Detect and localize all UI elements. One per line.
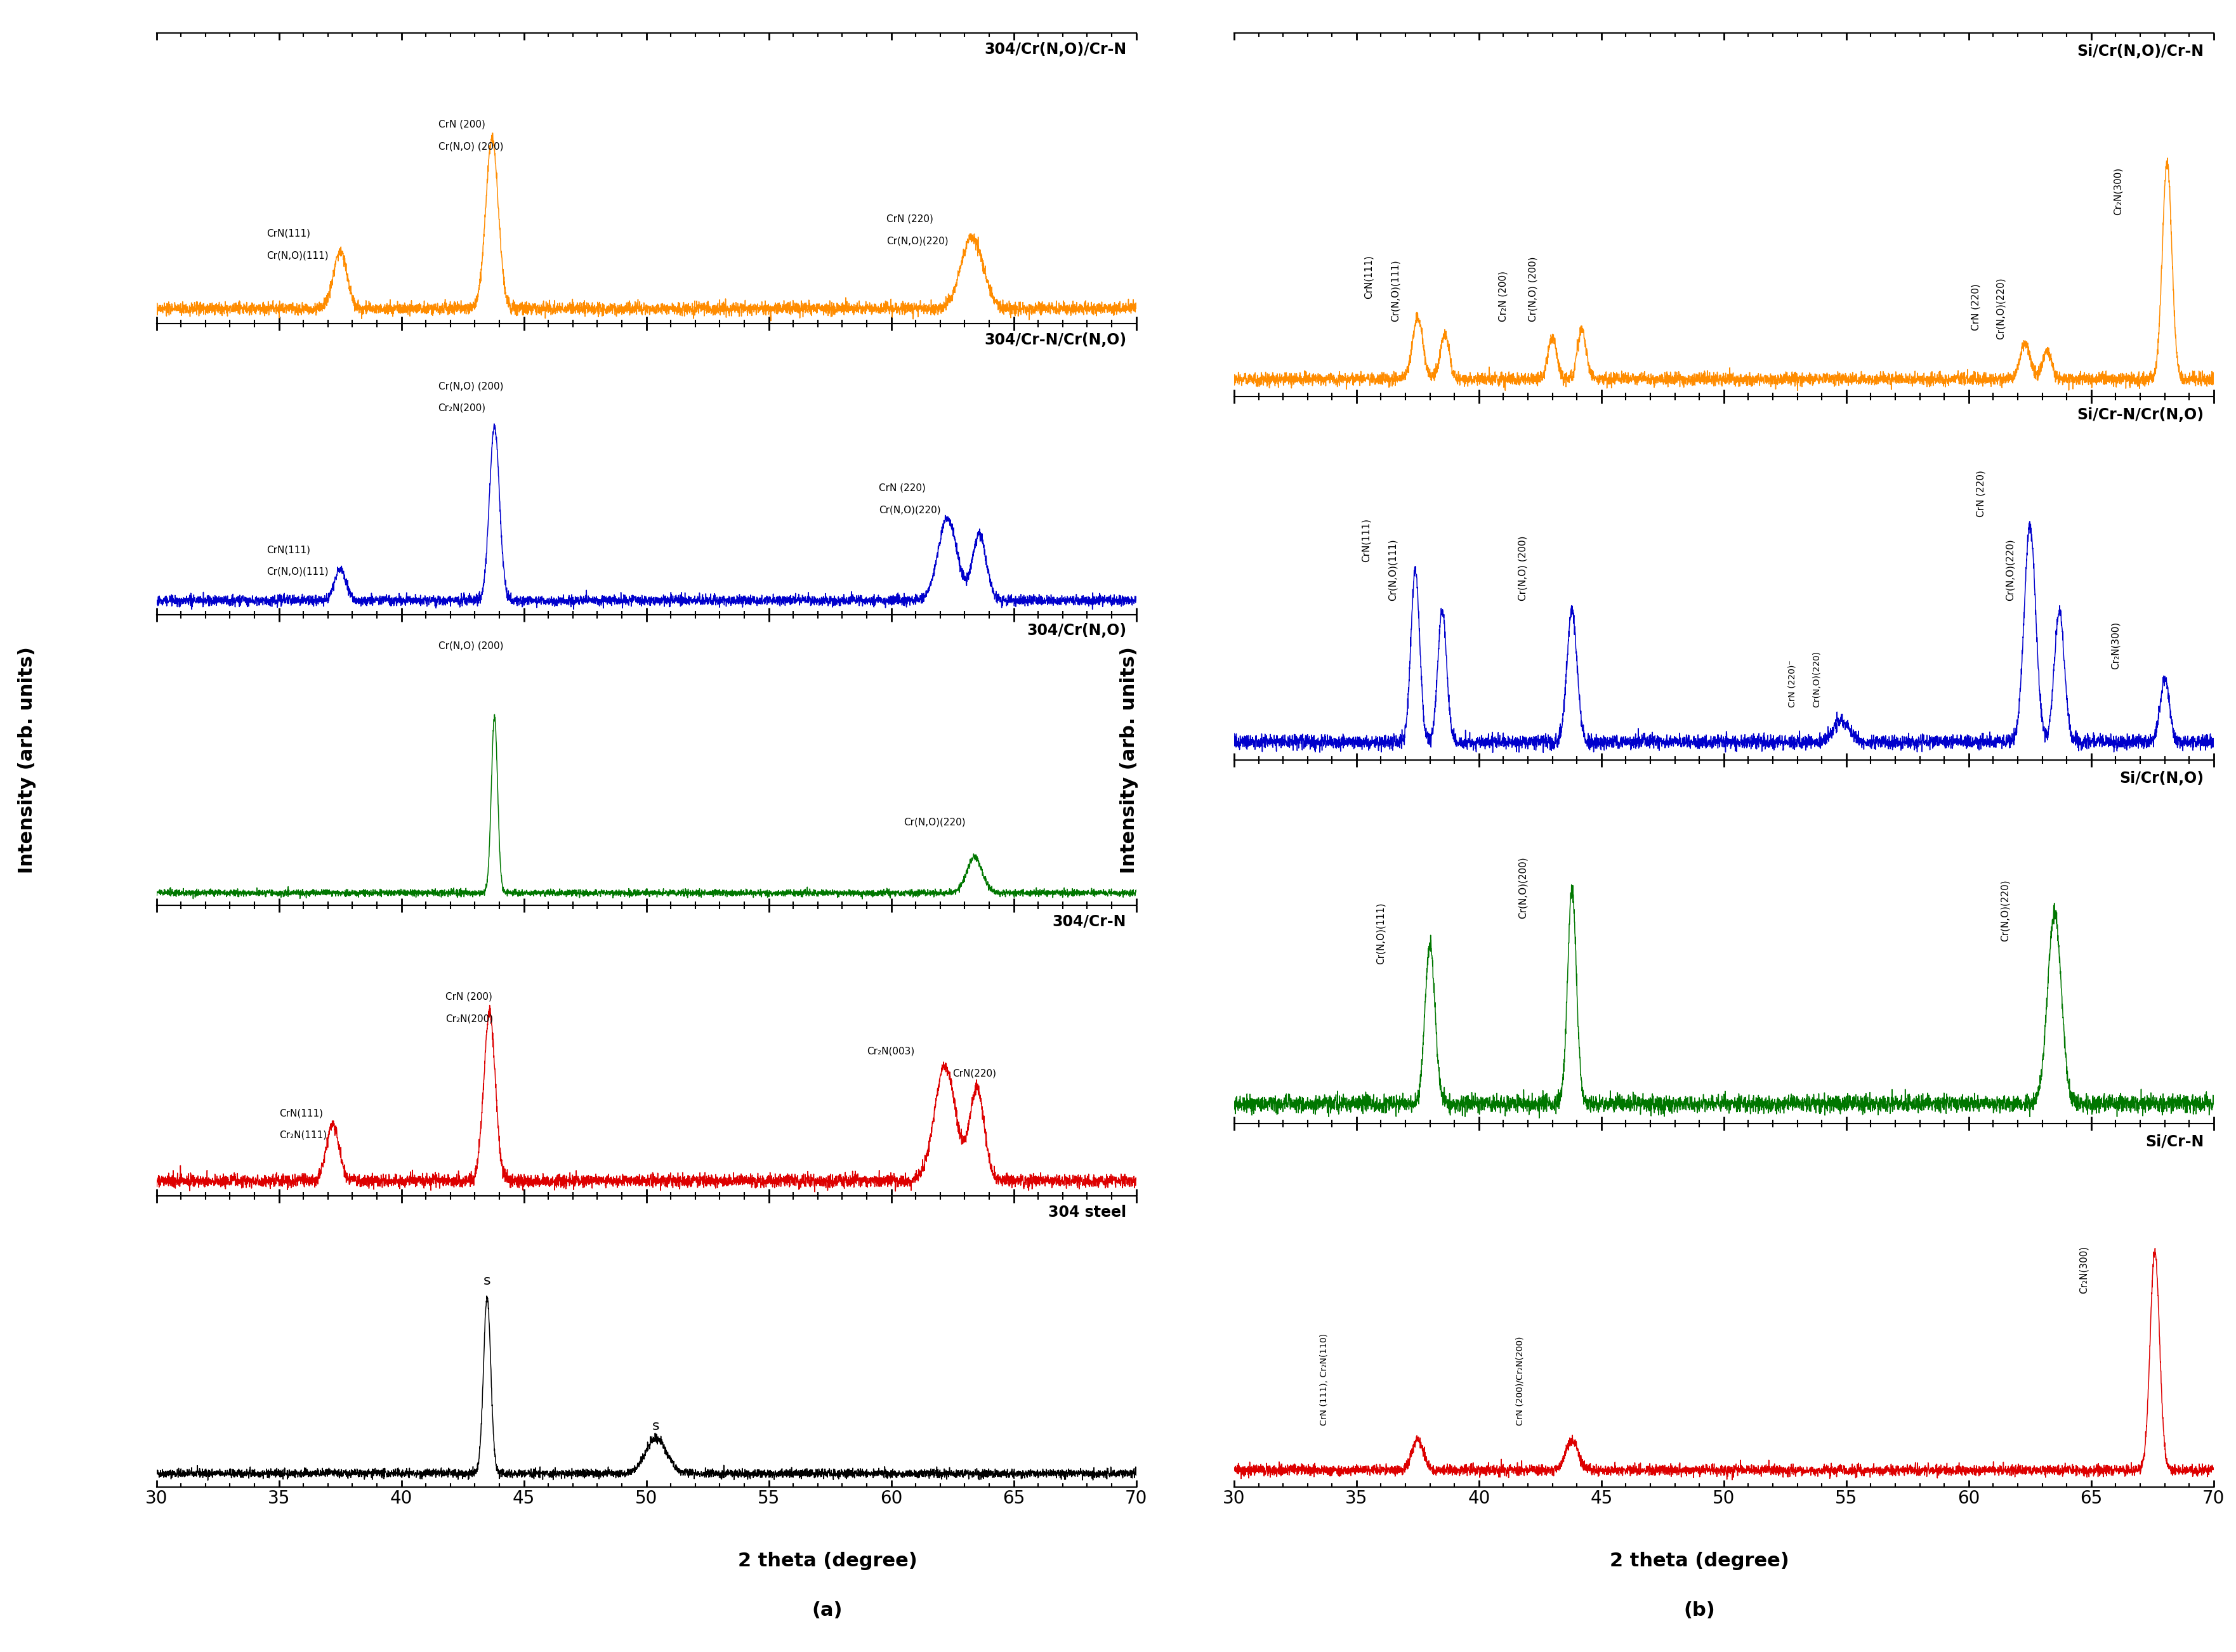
Text: CrN (200): CrN (200) [438, 121, 485, 129]
Text: CrN(111): CrN(111) [1362, 519, 1371, 562]
Text: s: s [653, 1419, 660, 1432]
Text: 304/Cr(N,O)/Cr-N: 304/Cr(N,O)/Cr-N [984, 41, 1127, 56]
Text: Intensity (arb. units): Intensity (arb. units) [1120, 646, 1138, 874]
Text: Cr₂N(300): Cr₂N(300) [2113, 167, 2122, 215]
Text: Si/Cr(N,O): Si/Cr(N,O) [2120, 771, 2205, 786]
Text: CrN(220): CrN(220) [953, 1069, 997, 1079]
Text: Cr(N,O)(220): Cr(N,O)(220) [903, 818, 966, 828]
Text: (b): (b) [1684, 1601, 1715, 1621]
Text: CrN (220): CrN (220) [1977, 471, 1986, 517]
Text: Cr(N,O)(220): Cr(N,O)(220) [1811, 651, 1820, 707]
Text: Cr(N,O) (200): Cr(N,O) (200) [438, 382, 503, 392]
Text: CrN(111): CrN(111) [266, 545, 311, 555]
Text: CrN(111): CrN(111) [280, 1108, 322, 1118]
Text: Cr(N,O)(220): Cr(N,O)(220) [2006, 539, 2015, 601]
Text: CrN(111): CrN(111) [1364, 254, 1373, 299]
Text: 304 steel: 304 steel [1049, 1204, 1127, 1219]
Text: Cr₂N (200): Cr₂N (200) [1498, 271, 1507, 322]
Text: Cr₂N(200): Cr₂N(200) [445, 1014, 494, 1024]
Text: CrN (111), Cr₂N(110): CrN (111), Cr₂N(110) [1319, 1333, 1328, 1426]
Text: 2 theta (degree): 2 theta (degree) [1610, 1551, 1789, 1571]
Text: 304/Cr(N,O): 304/Cr(N,O) [1026, 623, 1127, 638]
Text: Cr(N,O)(220): Cr(N,O)(220) [885, 236, 948, 246]
Text: Cr(N,O) (200): Cr(N,O) (200) [1518, 535, 1527, 601]
Text: Cr₂N(300): Cr₂N(300) [2079, 1246, 2088, 1294]
Text: Cr(N,O)(200): Cr(N,O)(200) [1518, 857, 1527, 919]
Text: s: s [483, 1274, 492, 1287]
Text: Cr(N,O)(111): Cr(N,O)(111) [266, 567, 329, 577]
Text: Cr(N,O)(220): Cr(N,O)(220) [2001, 881, 2010, 942]
Text: CrN (220): CrN (220) [885, 215, 932, 225]
Text: CrN (200)/Cr₂N(200): CrN (200)/Cr₂N(200) [1516, 1336, 1525, 1426]
Text: CrN (220)⁻: CrN (220)⁻ [1787, 661, 1796, 707]
Text: Cr₂N(003): Cr₂N(003) [868, 1047, 915, 1056]
Text: Cr₂N(111): Cr₂N(111) [280, 1130, 326, 1140]
Text: CrN (220): CrN (220) [1972, 284, 1981, 330]
Text: Cr(N,O)(111): Cr(N,O)(111) [266, 251, 329, 261]
Text: 304/Cr-N: 304/Cr-N [1053, 914, 1127, 928]
Text: Cr(N,O) (200): Cr(N,O) (200) [1527, 256, 1538, 322]
Text: Si/Cr-N/Cr(N,O): Si/Cr-N/Cr(N,O) [2077, 408, 2205, 423]
Text: Cr(N,O) (200): Cr(N,O) (200) [438, 142, 503, 152]
Text: CrN(111): CrN(111) [266, 230, 311, 238]
Text: 304/Cr-N/Cr(N,O): 304/Cr-N/Cr(N,O) [984, 332, 1127, 347]
Text: 2 theta (degree): 2 theta (degree) [738, 1551, 917, 1571]
Text: Si/Cr-N: Si/Cr-N [2144, 1135, 2205, 1150]
Text: CrN (220): CrN (220) [879, 484, 926, 492]
Text: Cr₂N(300): Cr₂N(300) [2111, 621, 2120, 669]
Text: (a): (a) [812, 1601, 843, 1621]
Text: Cr₂N(200): Cr₂N(200) [438, 403, 485, 413]
Text: Cr(N,O)(220): Cr(N,O)(220) [1997, 278, 2006, 340]
Text: Cr(N,O) (200): Cr(N,O) (200) [438, 641, 503, 651]
Text: CrN (200): CrN (200) [445, 993, 492, 1001]
Text: Si/Cr(N,O)/Cr-N: Si/Cr(N,O)/Cr-N [2077, 45, 2205, 59]
Text: Cr(N,O)(220): Cr(N,O)(220) [879, 506, 941, 515]
Text: Cr(N,O)(111): Cr(N,O)(111) [1375, 902, 1386, 965]
Text: Intensity (arb. units): Intensity (arb. units) [18, 646, 36, 874]
Text: Cr(N,O)(111): Cr(N,O)(111) [1389, 539, 1398, 601]
Text: Cr(N,O)(111): Cr(N,O)(111) [1391, 259, 1400, 322]
